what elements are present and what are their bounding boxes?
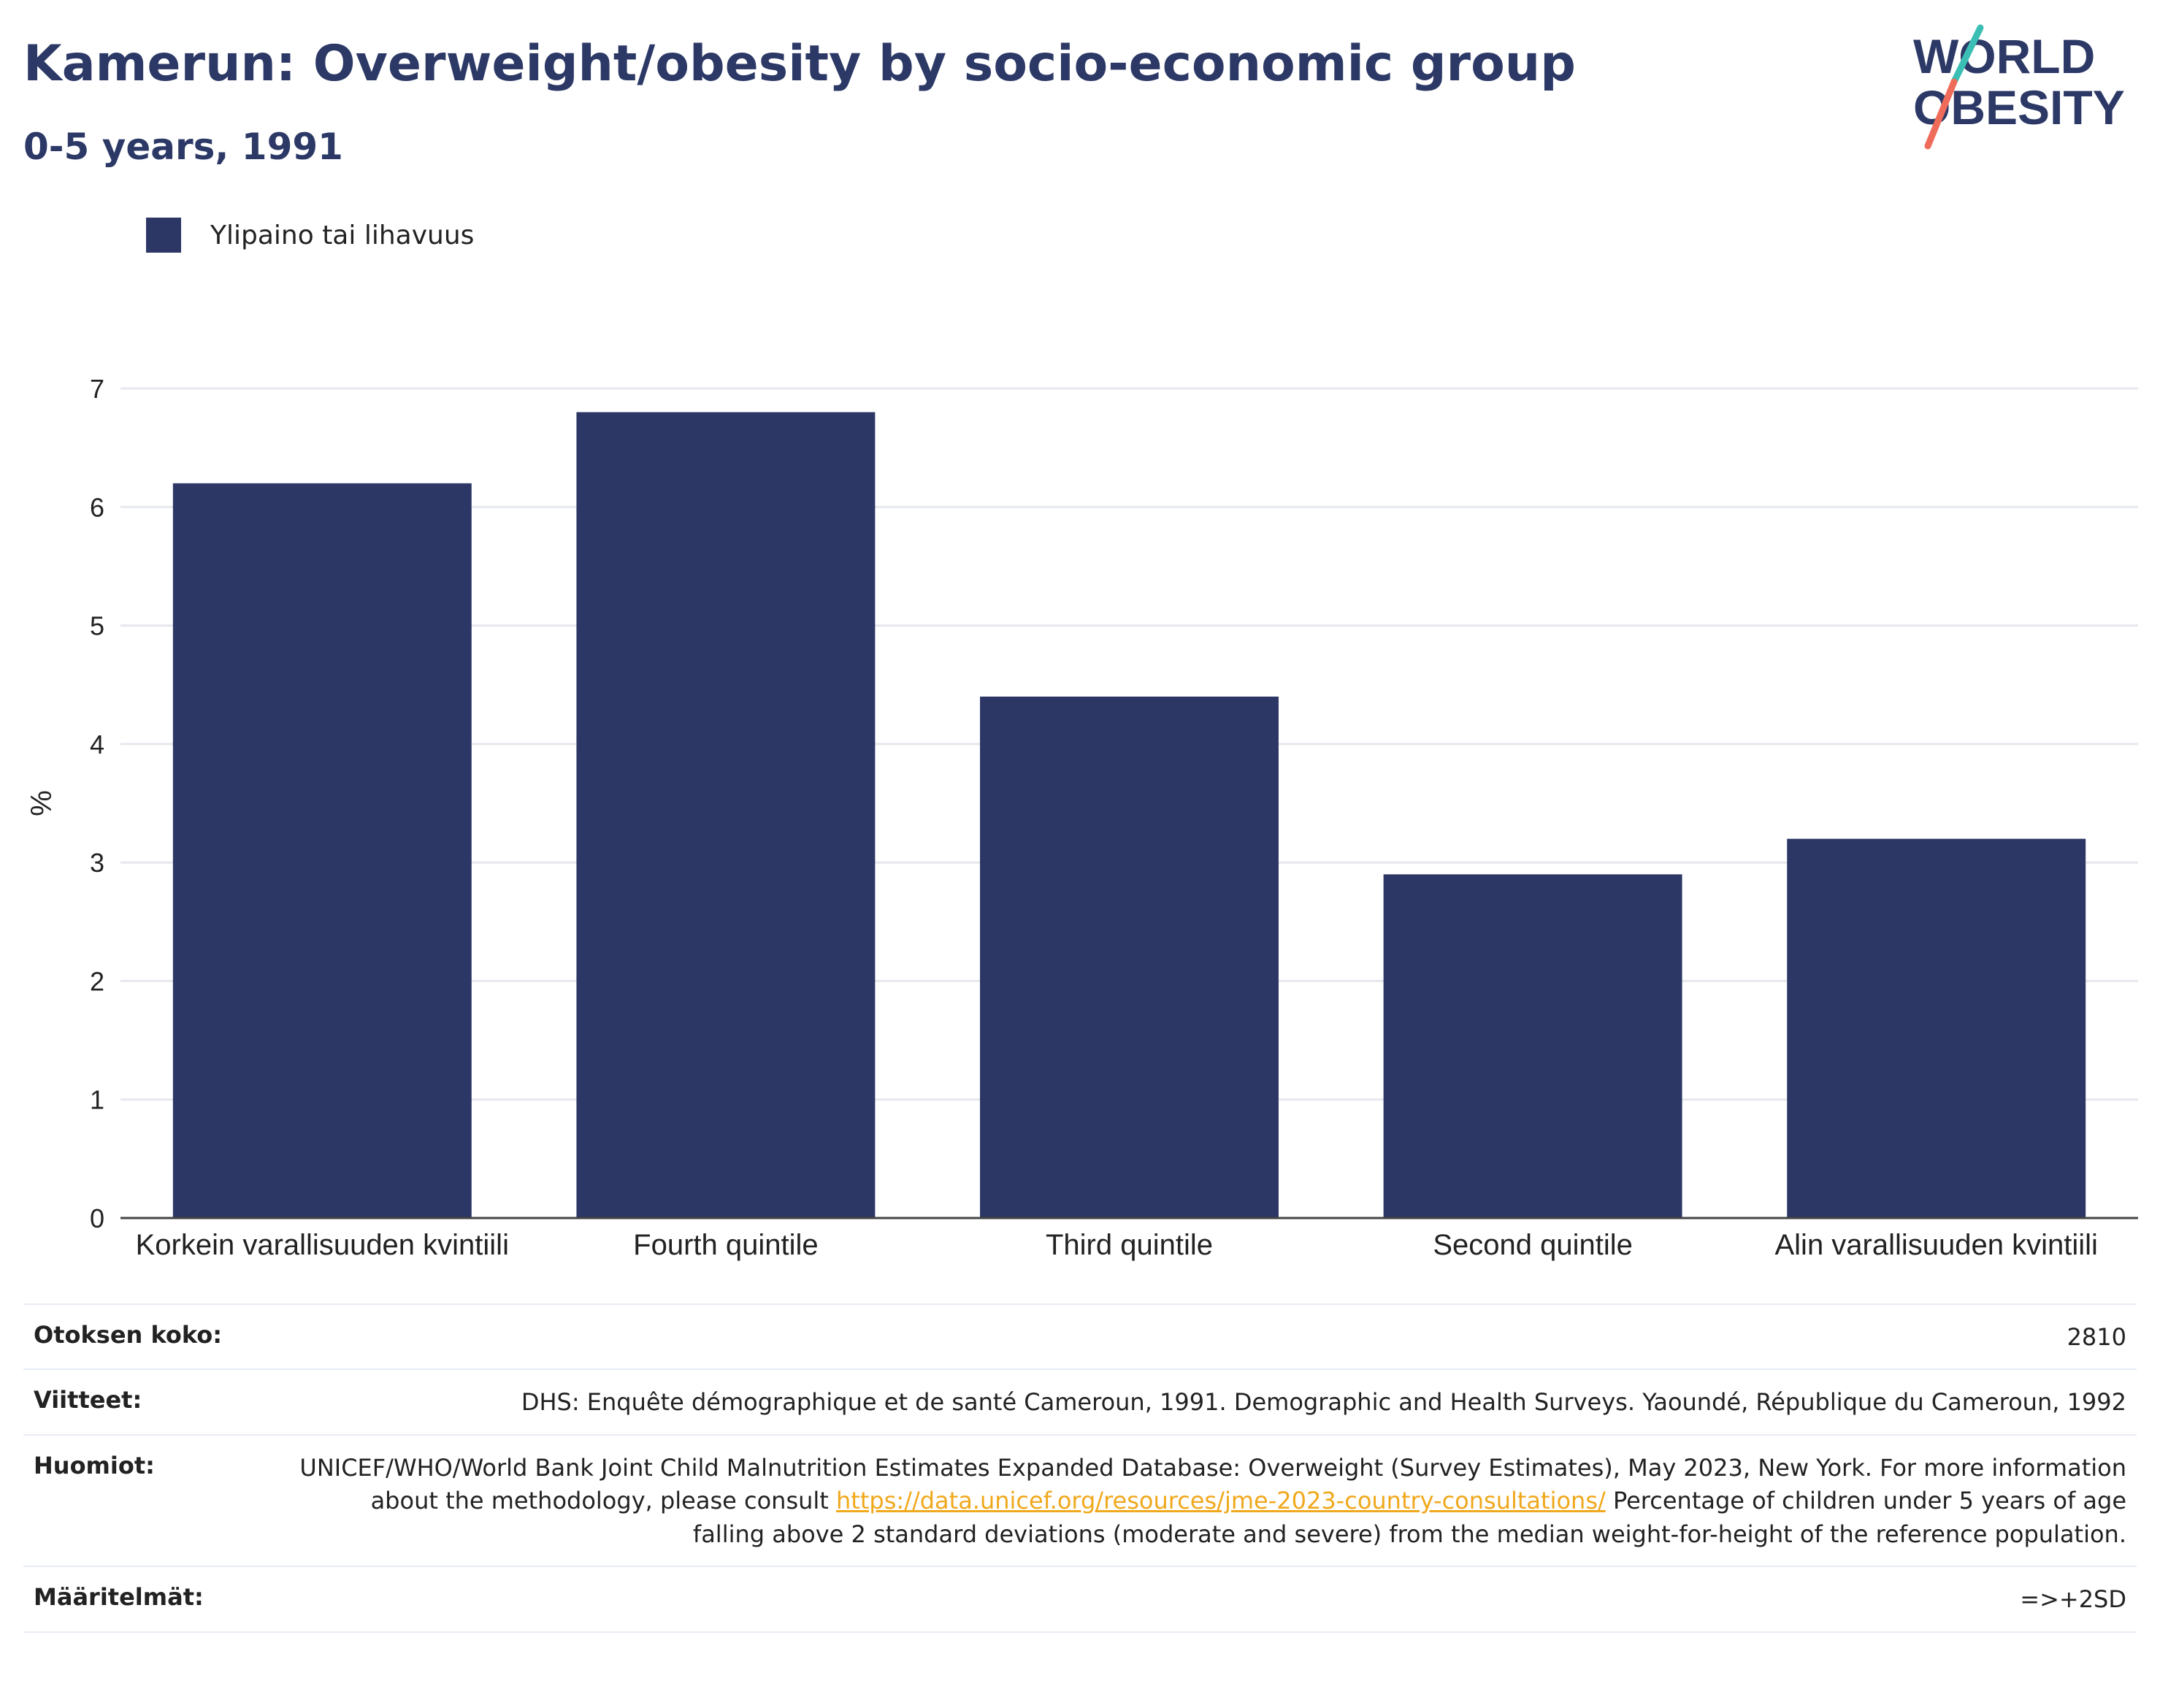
- meta-value: =>+2SD: [2020, 1585, 2126, 1614]
- legend-swatch: [146, 218, 181, 253]
- notes-text-before: UNICEF/WHO/World Bank Joint Child Malnut…: [299, 1453, 2126, 1515]
- y-tick-label: 4: [90, 729, 104, 759]
- notes-text-after: Percentage of children under 5 years of …: [692, 1487, 2126, 1548]
- legend-label: Ylipaino tai lihavuus: [210, 220, 475, 250]
- meta-key: Huomiot:: [34, 1451, 155, 1479]
- metadata-table: Otoksen koko: 2810 Viitteet: DHS: Enquêt…: [23, 1303, 2137, 1633]
- x-tick-label: Third quintile: [1046, 1229, 1213, 1261]
- meta-row-sample-size: Otoksen koko: 2810: [23, 1303, 2137, 1368]
- meta-row-notes: Huomiot: UNICEF/WHO/World Bank Joint Chi…: [23, 1433, 2137, 1566]
- bar: [172, 483, 472, 1218]
- y-tick-label: 0: [90, 1203, 104, 1233]
- meta-key: Viitteet:: [34, 1386, 142, 1414]
- page-subtitle: 0-5 years, 1991: [23, 126, 343, 168]
- page-title: Kamerun: Overweight/obesity by socio-eco…: [23, 35, 1576, 93]
- world-obesity-logo: WORLD OBESITY: [1913, 24, 2125, 150]
- y-tick-label: 7: [90, 374, 104, 404]
- meta-value: UNICEF/WHO/World Bank Joint Child Malnut…: [296, 1452, 2126, 1551]
- methodology-link[interactable]: https://data.unicef.org/resources/jme-20…: [836, 1487, 1606, 1515]
- bar: [576, 412, 876, 1218]
- y-tick-label: 6: [90, 492, 104, 522]
- y-tick-label: 2: [90, 966, 104, 996]
- logo-line-1: WORLD: [1913, 29, 2095, 83]
- meta-row-references: Viitteet: DHS: Enquête démographique et …: [23, 1368, 2137, 1433]
- y-tick-label: 1: [90, 1085, 104, 1115]
- logo-slash-top: [1950, 24, 1984, 85]
- x-tick-label: Second quintile: [1433, 1229, 1633, 1261]
- bar: [1787, 838, 2086, 1218]
- y-axis-label: %: [26, 790, 58, 816]
- bar-chart: 0 1 2 3 4 5 6 7% Korkein varallisuuden kvintiili…: [26, 374, 2138, 1261]
- meta-key: Otoksen koko:: [34, 1321, 223, 1349]
- meta-value: DHS: Enquête démographique et de santé C…: [521, 1388, 2126, 1417]
- x-tick-label: Korkein varallisuuden kvintiili: [136, 1229, 509, 1261]
- bar: [1383, 874, 1682, 1218]
- x-tick-label: Fourth quintile: [633, 1229, 818, 1261]
- meta-value: 2810: [2067, 1323, 2126, 1351]
- chart-legend[interactable]: Ylipaino tai lihavuus: [146, 218, 474, 253]
- y-tick-label: 5: [90, 611, 104, 641]
- bar: [980, 696, 1279, 1218]
- x-tick-label: Alin varallisuuden kvintiili: [1774, 1229, 2097, 1261]
- meta-row-definitions: Määritelmät: =>+2SD: [23, 1566, 2137, 1633]
- meta-key: Määritelmät:: [34, 1583, 204, 1612]
- y-tick-label: 3: [90, 848, 104, 878]
- logo-slash-bottom: [1924, 78, 1958, 150]
